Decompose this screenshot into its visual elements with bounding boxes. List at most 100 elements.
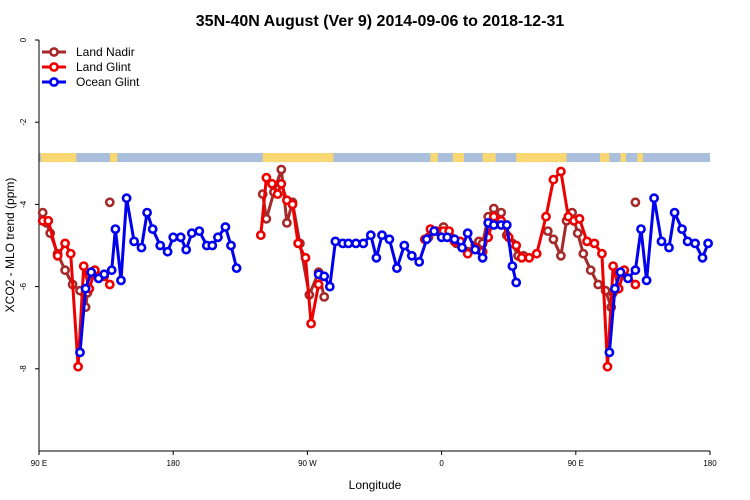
land-segment xyxy=(262,153,334,163)
x-tick-label: 90 E xyxy=(568,459,584,468)
data-point xyxy=(542,226,553,236)
data-point xyxy=(690,238,700,249)
data-point xyxy=(697,252,708,263)
legend-item: Land Glint xyxy=(42,60,131,74)
data-point xyxy=(272,189,283,199)
land-segment xyxy=(109,153,118,163)
data-point xyxy=(457,242,467,253)
data-point xyxy=(181,244,192,255)
data-point xyxy=(630,265,641,276)
data-point xyxy=(104,279,115,290)
series-ocean-glint xyxy=(75,193,713,358)
data-point xyxy=(116,275,126,286)
data-point xyxy=(548,234,559,245)
data-point xyxy=(319,271,330,282)
data-point xyxy=(664,242,674,253)
data-point xyxy=(449,234,460,245)
land-segment xyxy=(430,153,438,163)
data-point xyxy=(226,240,236,251)
data-point xyxy=(300,252,311,263)
data-point xyxy=(391,263,402,273)
data-point xyxy=(703,238,713,249)
x-tick-label: 180 xyxy=(167,459,181,468)
land-segment xyxy=(452,153,464,163)
data-point xyxy=(582,236,592,247)
data-point xyxy=(129,236,139,247)
data-point xyxy=(276,164,287,175)
x-tick-label: 180 xyxy=(703,459,717,468)
data-point xyxy=(104,197,115,208)
data-point xyxy=(220,222,231,232)
data-point xyxy=(524,252,535,263)
x-tick-label: 90 E xyxy=(31,459,47,468)
legend-item: Ocean Glint xyxy=(42,75,140,89)
data-point xyxy=(548,174,559,185)
land-segment xyxy=(482,153,496,163)
series-line xyxy=(423,170,637,369)
axes: 0 -2 -4 -6 -8 90 E 180 90 W 0 90 E 180 xyxy=(19,37,717,468)
data-point xyxy=(682,236,693,247)
data-point xyxy=(106,265,117,276)
data-point xyxy=(511,277,522,288)
y-axis-label: XCO2 - MLO trend (ppm) xyxy=(3,178,17,313)
data-point xyxy=(60,265,70,276)
data-point xyxy=(65,248,76,259)
data-point xyxy=(429,226,439,236)
data-point xyxy=(470,244,481,255)
data-point xyxy=(649,193,659,204)
land-segment xyxy=(637,153,643,163)
data-point xyxy=(636,224,646,234)
data-point xyxy=(80,283,91,294)
data-point xyxy=(516,252,527,263)
ocean-band xyxy=(39,153,710,163)
data-point xyxy=(147,224,158,234)
data-point xyxy=(556,250,566,261)
data-point xyxy=(43,215,54,226)
y-tick-label: -8 xyxy=(19,365,28,373)
data-point xyxy=(52,250,63,261)
data-point xyxy=(99,269,110,280)
data-point xyxy=(267,178,277,189)
y-tick-label: -4 xyxy=(19,200,28,208)
data-point xyxy=(442,232,453,243)
y-tick-label: 0 xyxy=(19,37,28,42)
data-point xyxy=(175,232,186,243)
data-point xyxy=(574,213,585,224)
x-tick-label: 90 W xyxy=(298,459,317,468)
legend-label: Ocean Glint xyxy=(76,75,140,89)
data-point xyxy=(293,238,303,249)
legend-label: Land Nadir xyxy=(76,45,135,59)
data-point xyxy=(421,234,432,245)
data-point xyxy=(414,256,425,267)
data-point xyxy=(462,248,473,259)
data-point xyxy=(610,283,620,294)
data-point xyxy=(572,228,583,239)
data-point xyxy=(511,240,522,251)
data-point xyxy=(589,238,600,249)
data-point xyxy=(630,279,641,290)
data-point xyxy=(462,228,473,239)
data-point xyxy=(477,252,488,263)
data-point xyxy=(313,279,324,290)
legend-label: Land Glint xyxy=(76,60,131,74)
y-tick-label: -6 xyxy=(19,282,28,290)
data-point xyxy=(623,273,633,284)
data-point xyxy=(597,248,607,259)
data-point xyxy=(319,291,330,302)
data-point xyxy=(255,230,266,241)
legend-marker xyxy=(49,77,59,87)
data-point xyxy=(142,207,152,218)
data-point xyxy=(324,281,335,292)
data-point xyxy=(604,347,615,358)
legend-marker xyxy=(49,62,59,72)
data-point xyxy=(602,361,613,372)
data-point xyxy=(377,230,387,241)
data-point xyxy=(608,261,618,271)
data-point xyxy=(37,207,48,218)
data-point xyxy=(677,224,687,234)
data-point xyxy=(78,261,89,271)
legend-item: Land Nadir xyxy=(42,45,135,59)
data-point xyxy=(121,193,132,204)
